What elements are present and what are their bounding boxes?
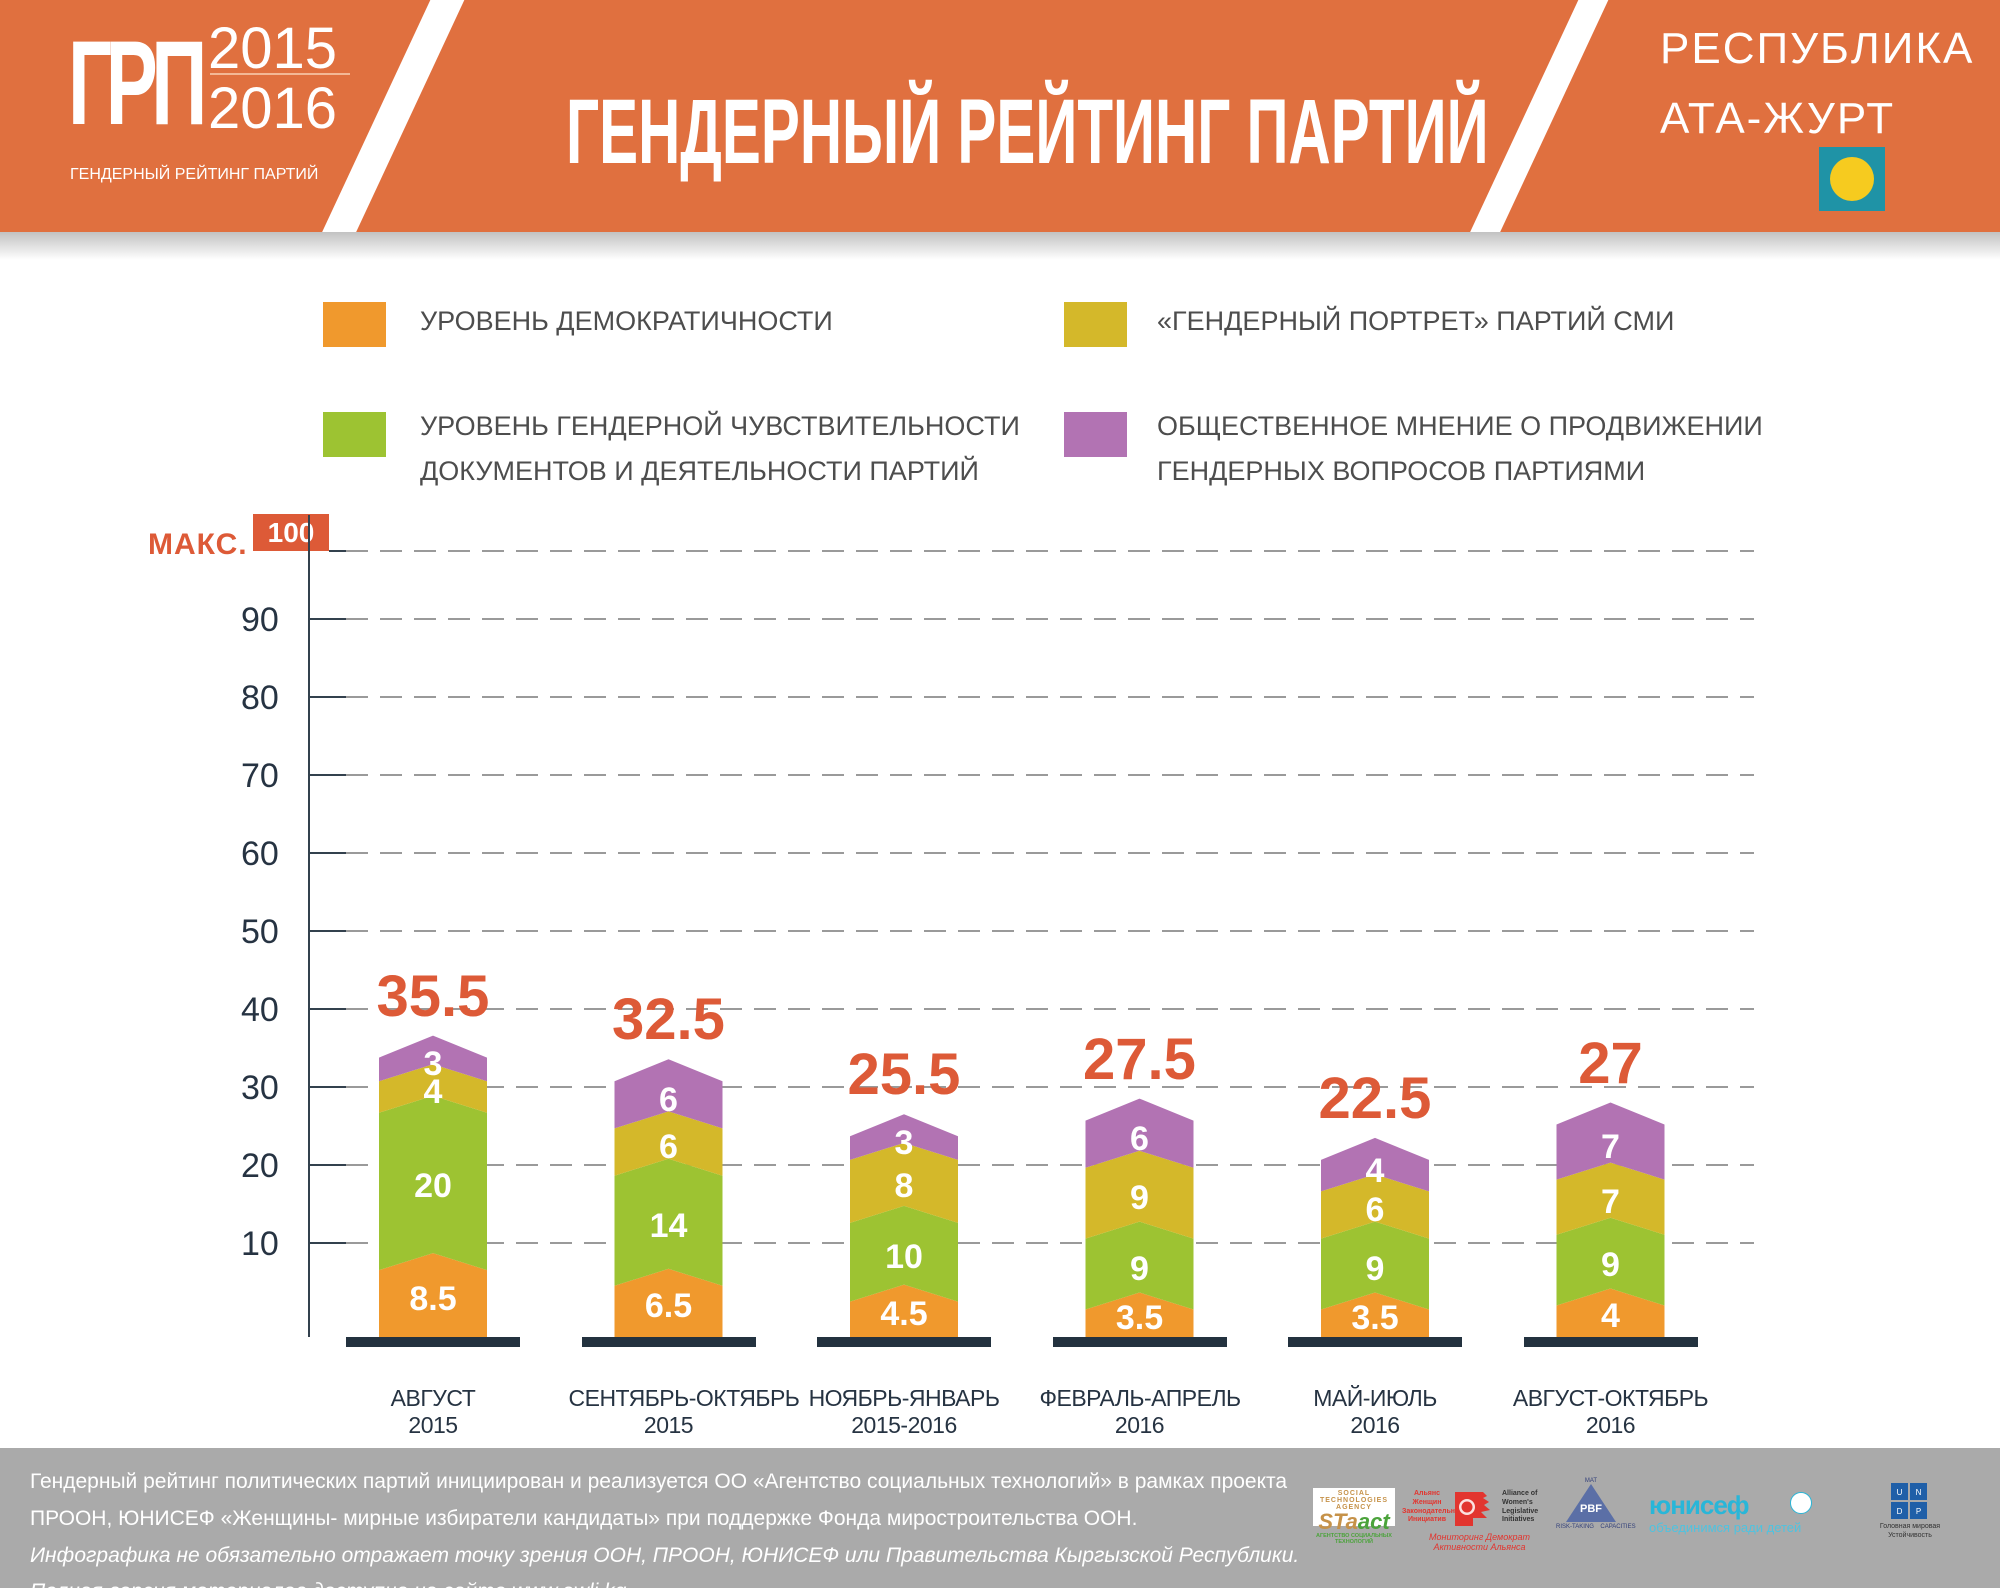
svg-text:P: P xyxy=(1916,1507,1921,1516)
svg-text:N: N xyxy=(1916,1488,1922,1497)
svg-text:D: D xyxy=(1897,1507,1903,1516)
svg-text:PBF: PBF xyxy=(1580,1503,1602,1515)
svg-text:U: U xyxy=(1897,1488,1903,1497)
